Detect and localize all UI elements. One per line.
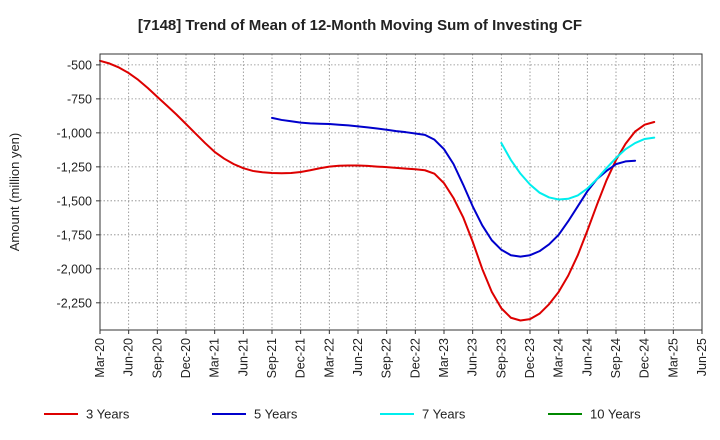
x-tick-label: Mar-21 — [208, 338, 222, 378]
grid — [99, 54, 703, 330]
x-tick-label: Jun-24 — [580, 338, 594, 376]
y-tick-label: -500 — [67, 58, 92, 72]
x-tick-label: Sep-20 — [150, 338, 164, 378]
series-line-5-years — [271, 116, 637, 258]
legend: 3 Years 5 Years 7 Years 10 Years — [44, 407, 641, 422]
legend-label: 5 Years — [254, 407, 298, 422]
x-axis-ticks: Mar-20 Jun-20 Sep-20 Dec-20 Mar-21 Jun-21 Sep-… — [93, 330, 709, 378]
legend-item: 5 Years — [212, 407, 298, 422]
y-tick-label: -1,250 — [57, 160, 92, 174]
x-tick-label: Dec-23 — [523, 338, 537, 378]
y-tick-label: -1,500 — [57, 194, 92, 208]
x-tick-label: Jun-21 — [236, 338, 250, 376]
x-tick-label: Jun-22 — [351, 338, 365, 376]
y-tick-label: -1,750 — [57, 228, 92, 242]
series-line-7-years — [500, 136, 656, 201]
y-tick-label: -2,000 — [57, 262, 92, 276]
y-tick-label: -2,250 — [57, 296, 92, 310]
legend-label: 3 Years — [86, 407, 130, 422]
x-tick-label: Jun-20 — [122, 338, 136, 376]
legend-item: 10 Years — [548, 407, 641, 422]
legend-label: 7 Years — [422, 407, 466, 422]
x-tick-label: Jun-23 — [466, 338, 480, 376]
series-line-3-years — [99, 59, 656, 322]
x-tick-label: Dec-22 — [408, 338, 422, 378]
y-tick-label: -1,000 — [57, 126, 92, 140]
y-tick-label: -750 — [67, 92, 92, 106]
x-tick-label: Mar-24 — [552, 338, 566, 378]
x-tick-label: Mar-22 — [322, 338, 336, 378]
x-tick-label: Jun-25 — [695, 338, 709, 376]
legend-item: 3 Years — [44, 407, 130, 422]
plot-frame — [99, 53, 703, 331]
x-tick-label: Mar-23 — [437, 338, 451, 378]
y-axis-ticks: -500 -750 -1,000 -1,250 -1,500 -1,750 -2,000 -2… — [57, 58, 100, 310]
x-tick-label: Sep-23 — [494, 338, 508, 378]
legend-item: 7 Years — [380, 407, 466, 422]
y-axis-label: Amount (million yen) — [7, 133, 22, 252]
x-tick-label: Mar-25 — [666, 338, 680, 378]
x-tick-label: Mar-20 — [93, 338, 107, 378]
x-tick-label: Dec-24 — [638, 338, 652, 378]
x-tick-label: Sep-22 — [380, 338, 394, 378]
x-tick-label: Dec-20 — [179, 338, 193, 378]
series-lines — [99, 59, 656, 322]
chart-title: [7148] Trend of Mean of 12-Month Moving … — [138, 17, 582, 34]
x-tick-label: Sep-21 — [265, 338, 279, 378]
x-tick-label: Dec-21 — [294, 338, 308, 378]
legend-label: 10 Years — [590, 407, 641, 422]
x-tick-label: Sep-24 — [609, 338, 623, 378]
